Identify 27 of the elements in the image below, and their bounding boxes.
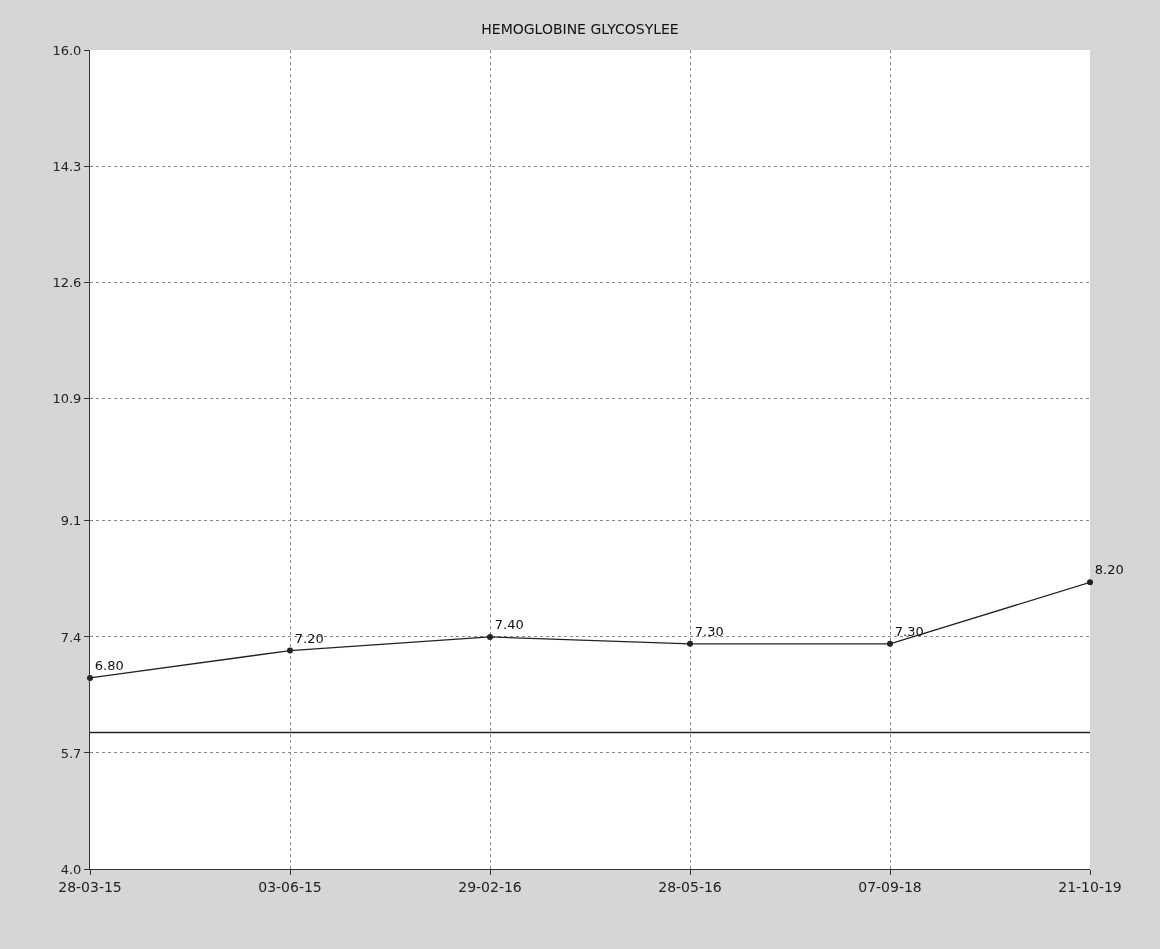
x-tick-label: 29-02-16: [458, 878, 522, 895]
data-label: 7.20: [294, 630, 324, 646]
y-tick-label: 10.9: [52, 390, 82, 406]
y-tick-label: 14.3: [52, 158, 82, 174]
y-tick-label: 5.7: [60, 745, 82, 761]
data-label: 6.80: [94, 657, 124, 673]
point: [87, 674, 93, 681]
point: [287, 647, 293, 654]
x-tick-label: 28-05-16: [658, 878, 722, 895]
chart-title: HEMOGLOBINE GLYCOSYLEE: [481, 20, 679, 37]
y-tick-label: 9.1: [60, 513, 82, 529]
x-tick-label: 03-06-15: [258, 878, 322, 895]
data-label: 8.20: [1094, 562, 1124, 578]
data-label: 7.30: [694, 623, 724, 639]
x-tick-label: 28-03-15: [58, 878, 122, 895]
y-tick-label: 16.0: [52, 42, 82, 58]
y-tick-label: 7.4: [60, 629, 82, 645]
y-tick-label: 4.0: [60, 861, 82, 877]
point: [1087, 579, 1093, 586]
x-tick-label: 07-09-18: [858, 878, 922, 895]
point: [687, 640, 693, 647]
data-label: 7.30: [894, 623, 924, 639]
point: [887, 640, 893, 647]
y-tick-label: 12.6: [52, 274, 82, 290]
x-tick-label: 21-10-19: [1058, 878, 1122, 895]
data-label: 7.40: [494, 616, 524, 632]
point: [487, 633, 493, 640]
